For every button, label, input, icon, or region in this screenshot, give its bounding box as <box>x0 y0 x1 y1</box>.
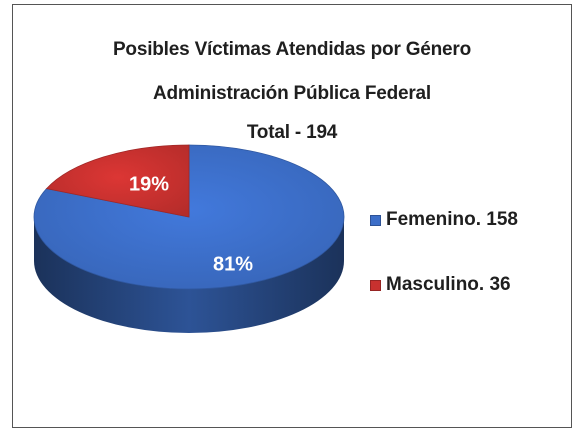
chart-title-line-2: Administración Pública Federal <box>152 83 432 104</box>
pie-slice-masculino <box>45 144 190 218</box>
pie-label-femenino: 81% <box>213 253 253 275</box>
legend-swatch-femenino <box>370 214 381 226</box>
legend-swatch-masculino <box>370 279 381 291</box>
legend-item-femenino: Femenino. 158 <box>370 208 518 232</box>
legend-label-masculino: Masculino. 36 <box>386 274 511 295</box>
pie-side-femenino <box>34 217 344 333</box>
chart-title-line-3: Total - 194 <box>246 122 338 143</box>
chart-title-line-1: Posibles Víctimas Atendidas por Género <box>112 39 472 60</box>
pie-chart: 81% 19% <box>33 144 345 333</box>
legend-label-femenino: Femenino. 158 <box>386 209 518 230</box>
pie-slice-femenino <box>33 144 345 290</box>
chart-frame: Posibles Víctimas Atendidas por Género A… <box>12 4 572 428</box>
pie-label-masculino: 19% <box>129 173 169 195</box>
legend-item-masculino: Masculino. 36 <box>370 273 511 297</box>
